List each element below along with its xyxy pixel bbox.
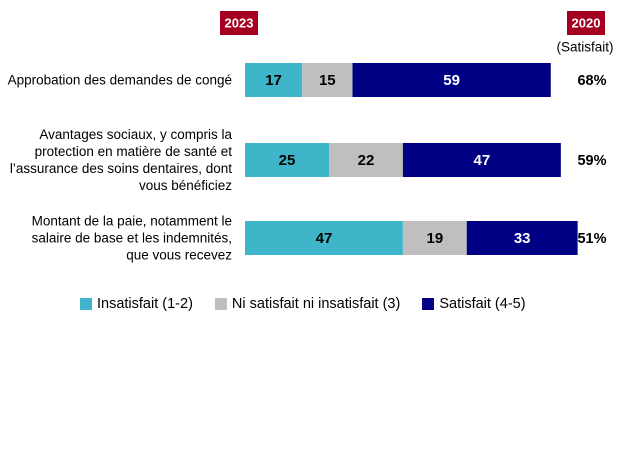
comparison-badge [567,11,605,35]
bar-segment [245,63,303,97]
bar-segment [302,63,353,97]
legend: Insatisfait (1-2) Ni satisfait ni insatis… [80,296,526,312]
bar-segment [329,143,403,177]
category-label: Avantages sociaux, y compris la protecti… [9,127,232,193]
category-label: Montant de la paie, notamment le salaire… [31,213,232,263]
legend-item: Insatisfait (1-2) [80,296,193,312]
data-label: 22 [358,152,375,169]
bar-segment [245,143,329,177]
comparison-value: 59% [577,153,606,169]
data-label: 19 [426,230,443,247]
legend-label: Ni satisfait ni insatisfait (3) [231,296,401,312]
period-label: 2023 [225,15,254,30]
data-label: 47 [474,152,491,169]
bar-segment [402,143,561,177]
bar-segment [466,221,578,255]
bar-segment [402,221,467,255]
comparison-label: 2020 [572,15,601,30]
legend-label: Insatisfait (1-2) [97,296,193,312]
data-label: 59 [443,72,460,89]
bar-segment [245,221,403,255]
data-label: 33 [514,230,531,247]
legend-swatch [214,298,227,310]
data-label: 25 [279,152,296,169]
legend-swatch [422,298,435,310]
legend-item: Satisfait (4-5) [422,296,526,312]
legend-swatch [80,298,92,310]
comparison-value: 51% [577,231,606,247]
legend-item: Ni satisfait ni insatisfait (3) [214,296,401,312]
legend-label: Satisfait (4-5) [439,296,526,312]
comparison-subtitle: (Satisfait) [556,40,613,55]
bar-segment [352,63,551,97]
period-badge [220,11,258,35]
data-label: 17 [265,72,282,89]
data-label: 47 [316,230,333,247]
comparison-value: 68% [577,73,606,89]
category-label: Approbation des demandes de congé [7,72,232,88]
data-label: 15 [319,72,336,89]
